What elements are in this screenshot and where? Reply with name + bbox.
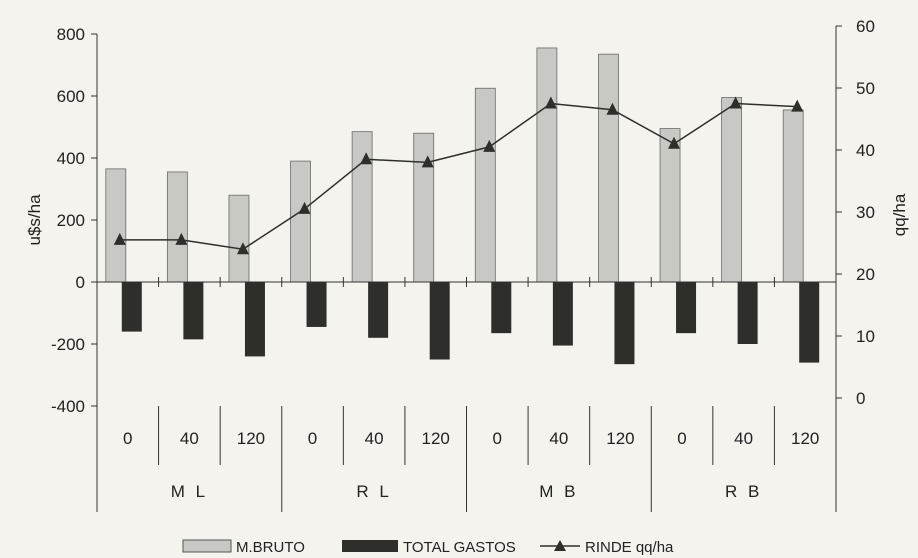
x-category-label: 40 bbox=[180, 429, 199, 448]
point-rinde bbox=[606, 102, 619, 115]
point-rinde bbox=[421, 155, 434, 168]
y-tick-label: 800 bbox=[57, 25, 85, 44]
x-group-label: M B bbox=[539, 482, 578, 501]
legend-label-mbruto: M.BRUTO bbox=[236, 539, 305, 556]
bar-mbruto bbox=[721, 97, 743, 283]
bar-total-gastos bbox=[491, 282, 512, 334]
bar-mbruto bbox=[536, 47, 558, 283]
chart-marks bbox=[105, 47, 820, 365]
y-tick-label: -400 bbox=[51, 397, 85, 416]
bar-total-gastos bbox=[429, 282, 450, 360]
y-tick-label: 600 bbox=[57, 87, 85, 106]
point-rinde bbox=[113, 232, 126, 245]
legend-swatch-mbruto bbox=[182, 539, 232, 553]
legend-swatch-total-gastos bbox=[342, 540, 398, 552]
x-category-label: 0 bbox=[308, 429, 317, 448]
x-group-label: R L bbox=[356, 482, 391, 501]
y2-tick-label: 40 bbox=[856, 141, 875, 160]
bar-mbruto bbox=[474, 87, 496, 283]
legend-label-total-gastos: TOTAL GASTOS bbox=[403, 539, 516, 556]
x-category-label: 40 bbox=[549, 429, 568, 448]
bar-total-gastos bbox=[368, 282, 389, 338]
point-rinde bbox=[360, 152, 373, 165]
x-category-label: 120 bbox=[237, 429, 265, 448]
bar-total-gastos bbox=[737, 282, 758, 344]
bar-mbruto bbox=[290, 160, 311, 283]
y2-tick-label: 30 bbox=[856, 203, 875, 222]
bar-mbruto bbox=[782, 109, 804, 283]
bar-total-gastos bbox=[799, 282, 820, 363]
point-rinde bbox=[791, 99, 804, 112]
y2-tick-label: 20 bbox=[856, 265, 875, 284]
point-rinde bbox=[175, 232, 188, 245]
y-tick-label: -200 bbox=[51, 335, 85, 354]
y-tick-label: 400 bbox=[57, 149, 85, 168]
bar-total-gastos bbox=[244, 282, 265, 357]
y2-tick-label: 0 bbox=[856, 389, 865, 408]
bar-total-gastos bbox=[121, 282, 142, 332]
point-rinde bbox=[668, 136, 681, 149]
point-rinde bbox=[298, 201, 311, 214]
bar-mbruto bbox=[228, 194, 250, 283]
x-category-label: 0 bbox=[677, 429, 686, 448]
y2-axis-title: qq/ha bbox=[890, 193, 909, 236]
bar-total-gastos bbox=[552, 282, 573, 346]
point-rinde bbox=[729, 96, 742, 109]
x-category-label: 120 bbox=[422, 429, 450, 448]
y2-tick-label: 60 bbox=[856, 17, 875, 36]
x-group-label: R B bbox=[725, 482, 762, 501]
bar-mbruto bbox=[351, 131, 373, 283]
x-category-label: 120 bbox=[791, 429, 819, 448]
bar-mbruto bbox=[105, 168, 127, 283]
legend-label-rinde: RINDE qq/ha bbox=[585, 539, 674, 556]
y-tick-label: 0 bbox=[76, 273, 85, 292]
point-rinde bbox=[483, 139, 496, 152]
bar-mbruto bbox=[413, 132, 435, 283]
legend-marker-rinde bbox=[554, 540, 566, 551]
bar-total-gastos bbox=[306, 282, 327, 327]
x-category-label: 0 bbox=[493, 429, 502, 448]
line-rinde bbox=[119, 102, 798, 250]
bar-total-gastos bbox=[614, 282, 635, 365]
bar-total-gastos bbox=[183, 282, 204, 340]
y-axis-title: u$s/ha bbox=[25, 194, 44, 246]
x-category-label: 0 bbox=[123, 429, 132, 448]
x-category-label: 120 bbox=[606, 429, 634, 448]
legend: M.BRUTO TOTAL GASTOS RINDE qq/ha bbox=[182, 539, 674, 556]
bar-mbruto bbox=[598, 53, 619, 283]
point-rinde bbox=[544, 96, 557, 109]
bar-total-gastos bbox=[676, 282, 697, 334]
y-tick-label: 200 bbox=[57, 211, 85, 230]
x-category-label: 40 bbox=[365, 429, 384, 448]
x-category-label: 40 bbox=[734, 429, 753, 448]
y2-tick-label: 50 bbox=[856, 79, 875, 98]
bar-mbruto bbox=[659, 128, 681, 283]
point-rinde bbox=[236, 242, 249, 255]
y2-tick-label: 10 bbox=[856, 327, 875, 346]
bar-mbruto bbox=[166, 171, 188, 283]
x-group-label: M L bbox=[171, 482, 208, 501]
